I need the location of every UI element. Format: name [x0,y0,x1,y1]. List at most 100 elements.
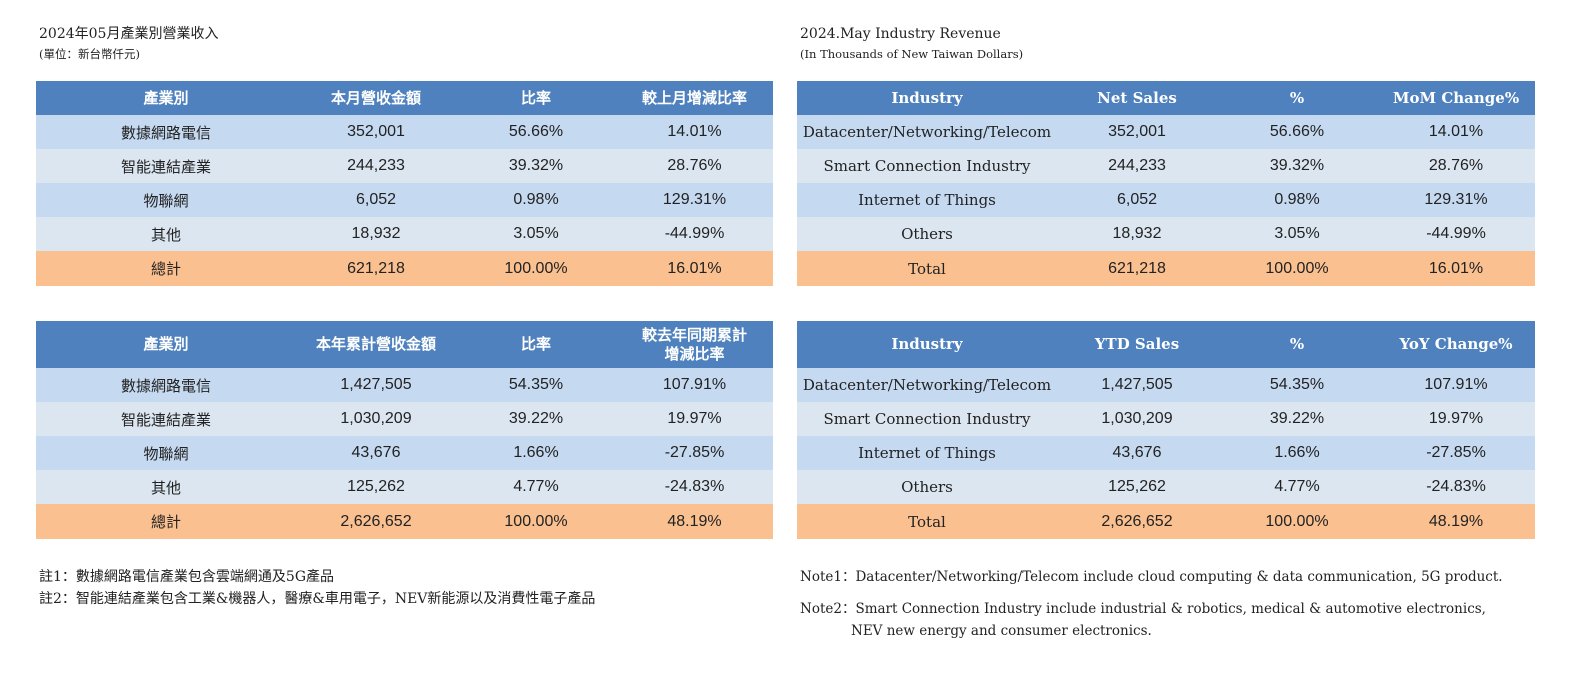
column-header: 本月營收金額 [296,81,456,115]
total-row: 總計 621,218 100.00% 16.01% [36,251,773,286]
amount-cell: 125,262 [296,470,456,504]
column-header: YTD Sales [1057,321,1217,368]
en-ytd-table: Industry YTD Sales % YoY Change% Datacen… [797,321,1535,539]
table-row: Datacenter/Networking/Telecom 1,427,505 … [797,368,1535,402]
industry-cell: 其他 [36,217,296,251]
industry-cell: 物聯網 [36,436,296,470]
amount-cell: 2,626,652 [1057,504,1217,539]
column-header: % [1217,321,1377,368]
ratio-cell: 3.05% [1217,217,1377,251]
column-header: Industry [797,321,1057,368]
amount-cell: 1,030,209 [1057,402,1217,436]
ratio-cell: 39.32% [456,149,616,183]
column-header: % [1217,81,1377,115]
ratio-cell: 0.98% [1217,183,1377,217]
ratio-cell: 3.05% [456,217,616,251]
table-row: Others 18,932 3.05% -44.99% [797,217,1535,251]
amount-cell: 2,626,652 [296,504,456,539]
industry-cell: 數據網路電信 [36,115,296,149]
industry-cell: Total [797,504,1057,539]
change-cell: -44.99% [616,217,773,251]
ratio-cell: 100.00% [1217,251,1377,286]
column-header-line: 較去年同期累計 [641,325,747,344]
table-row: 物聯網 43,676 1.66% -27.85% [36,436,773,470]
ratio-cell: 100.00% [456,251,616,286]
change-cell: 129.31% [616,183,773,217]
total-row: 總計 2,626,652 100.00% 48.19% [36,504,773,539]
ratio-cell: 56.66% [456,115,616,149]
change-cell: -27.85% [1377,436,1535,470]
note-2: 註2：智能連結產業包含工業&機器人，醫療&車用電子，NEV新能源以及消費性電子產… [39,591,596,607]
change-cell: -44.99% [1377,217,1535,251]
column-header: 本年累計營收金額 [296,321,456,368]
industry-cell: 智能連結產業 [36,402,296,436]
industry-cell: 物聯網 [36,183,296,217]
en-title: 2024.May Industry Revenue [800,26,1001,42]
table-row: 智能連結產業 244,233 39.32% 28.76% [36,149,773,183]
amount-cell: 18,932 [296,217,456,251]
table-header-row: 產業別 本年累計營收金額 比率 較去年同期累計 增減比率 [36,321,773,368]
note-1: Note1：Datacenter/Networking/Telecom incl… [800,569,1503,585]
amount-cell: 244,233 [1057,149,1217,183]
industry-cell: Total [797,251,1057,286]
table-row: 物聯網 6,052 0.98% 129.31% [36,183,773,217]
change-cell: 19.97% [616,402,773,436]
table-row: Others 125,262 4.77% -24.83% [797,470,1535,504]
industry-cell: 總計 [36,504,296,539]
column-header: 較上月增減比率 [616,81,773,115]
industry-cell: Internet of Things [797,436,1057,470]
amount-cell: 6,052 [1057,183,1217,217]
change-cell: 48.19% [1377,504,1535,539]
change-cell: 16.01% [616,251,773,286]
amount-cell: 621,218 [296,251,456,286]
change-cell: 28.76% [1377,149,1535,183]
amount-cell: 43,676 [296,436,456,470]
ratio-cell: 39.22% [456,402,616,436]
amount-cell: 244,233 [296,149,456,183]
en-monthly-table: Industry Net Sales % MoM Change% Datacen… [797,81,1535,286]
industry-cell: Internet of Things [797,183,1057,217]
table-row: 數據網路電信 1,427,505 54.35% 107.91% [36,368,773,402]
change-cell: 48.19% [616,504,773,539]
ratio-cell: 4.77% [456,470,616,504]
zh-notes: 註1：數據網路電信產業包含雲端網通及5G產品 註2：智能連結產業包含工業&機器人… [39,568,595,608]
change-cell: 28.76% [616,149,773,183]
amount-cell: 6,052 [296,183,456,217]
change-cell: 14.01% [1377,115,1535,149]
zh-monthly-table: 產業別 本月營收金額 比率 較上月增減比率 數據網路電信 352,001 56.… [36,81,773,286]
ratio-cell: 1.66% [1217,436,1377,470]
industry-cell: 總計 [36,251,296,286]
column-header: 比率 [456,81,616,115]
ratio-cell: 1.66% [456,436,616,470]
ratio-cell: 54.35% [1217,368,1377,402]
column-header: 產業別 [36,81,296,115]
table-row: Smart Connection Industry 244,233 39.32%… [797,149,1535,183]
industry-cell: 數據網路電信 [36,368,296,402]
change-cell: 129.31% [1377,183,1535,217]
ratio-cell: 39.32% [1217,149,1377,183]
change-cell: 16.01% [1377,251,1535,286]
column-header: Net Sales [1057,81,1217,115]
ratio-cell: 39.22% [1217,402,1377,436]
table-row: Smart Connection Industry 1,030,209 39.2… [797,402,1535,436]
amount-cell: 18,932 [1057,217,1217,251]
column-header: 比率 [456,321,616,368]
industry-cell: 智能連結產業 [36,149,296,183]
table-row: 其他 125,262 4.77% -24.83% [36,470,773,504]
table-header-row: Industry YTD Sales % YoY Change% [797,321,1535,368]
column-header-line: 增減比率 [664,344,725,363]
industry-cell: Others [797,217,1057,251]
amount-cell: 1,427,505 [1057,368,1217,402]
table-header-row: Industry Net Sales % MoM Change% [797,81,1535,115]
column-header: 較去年同期累計 增減比率 [616,321,773,368]
ratio-cell: 0.98% [456,183,616,217]
note-2-line-1: Note2：Smart Connection Industry include … [800,601,1486,617]
column-header: Industry [797,81,1057,115]
ratio-cell: 100.00% [1217,504,1377,539]
change-cell: -24.83% [1377,470,1535,504]
amount-cell: 43,676 [1057,436,1217,470]
industry-cell: Smart Connection Industry [797,402,1057,436]
table-row: Internet of Things 43,676 1.66% -27.85% [797,436,1535,470]
amount-cell: 352,001 [1057,115,1217,149]
total-row: Total 2,626,652 100.00% 48.19% [797,504,1535,539]
